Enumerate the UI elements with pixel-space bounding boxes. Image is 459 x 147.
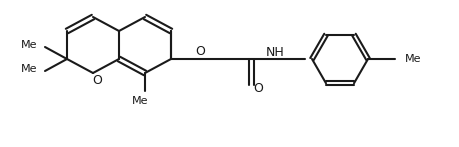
Text: Me: Me (21, 40, 37, 50)
Text: Me: Me (21, 64, 37, 74)
Text: Me: Me (131, 96, 148, 106)
Text: Me: Me (404, 54, 420, 64)
Text: NH: NH (265, 46, 284, 60)
Text: O: O (92, 75, 102, 87)
Text: O: O (195, 45, 205, 57)
Text: O: O (252, 81, 263, 95)
